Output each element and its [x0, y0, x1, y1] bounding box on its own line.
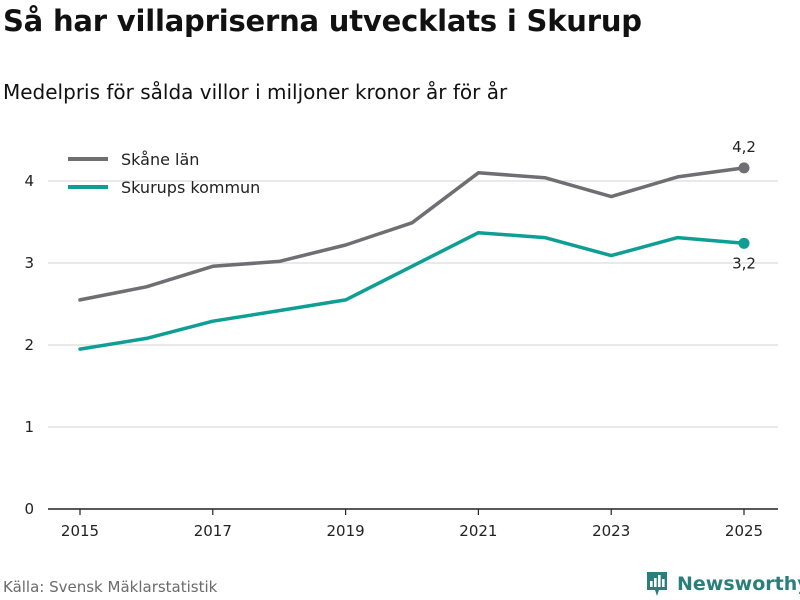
x-tick-label: 2015 — [61, 522, 99, 540]
y-tick-label: 2 — [24, 336, 34, 354]
y-tick-label: 3 — [24, 254, 34, 272]
x-tick-label: 2025 — [725, 522, 763, 540]
source-note: Källa: Svensk Mäklarstatistik — [3, 578, 218, 596]
series-lines: 4,2 3,2 — [78, 138, 756, 351]
series-line-skane-lan — [78, 166, 746, 302]
end-point-skane-lan — [738, 162, 750, 174]
brand-name: Newsworthy — [677, 573, 800, 595]
chart-title: Så har villapriserna utvecklats i Skurup — [3, 4, 642, 38]
x-tick-label: 2023 — [592, 522, 630, 540]
y-tick-label: 4 — [24, 172, 34, 190]
legend-label-skane-lan: Skåne län — [121, 150, 199, 169]
x-tick-label: 2017 — [194, 522, 232, 540]
y-tick-label: 0 — [24, 500, 34, 518]
x-tick-label: 2019 — [327, 522, 365, 540]
x-tick-label: 2021 — [459, 522, 497, 540]
legend-label-skurups-kommun: Skurups kommun — [121, 178, 260, 197]
bar-chart-logo-icon — [647, 572, 667, 596]
gridlines — [48, 180, 778, 428]
end-label-skurups-kommun: 3,2 — [732, 254, 756, 272]
y-tick-label: 1 — [24, 418, 34, 436]
end-label-skane-lan: 4,2 — [732, 138, 756, 156]
series-line-skurups-kommun — [78, 230, 746, 351]
axes: 0 1 2 3 4 2015 2017 2019 2021 2023 2025 — [24, 172, 778, 540]
chart-subtitle: Medelpris för sålda villor i miljoner kr… — [3, 80, 508, 104]
legend: Skåne län Skurups kommun — [68, 150, 260, 197]
end-point-skurups-kommun — [738, 237, 750, 249]
brand-logo[interactable]: Newsworthy — [645, 570, 800, 598]
